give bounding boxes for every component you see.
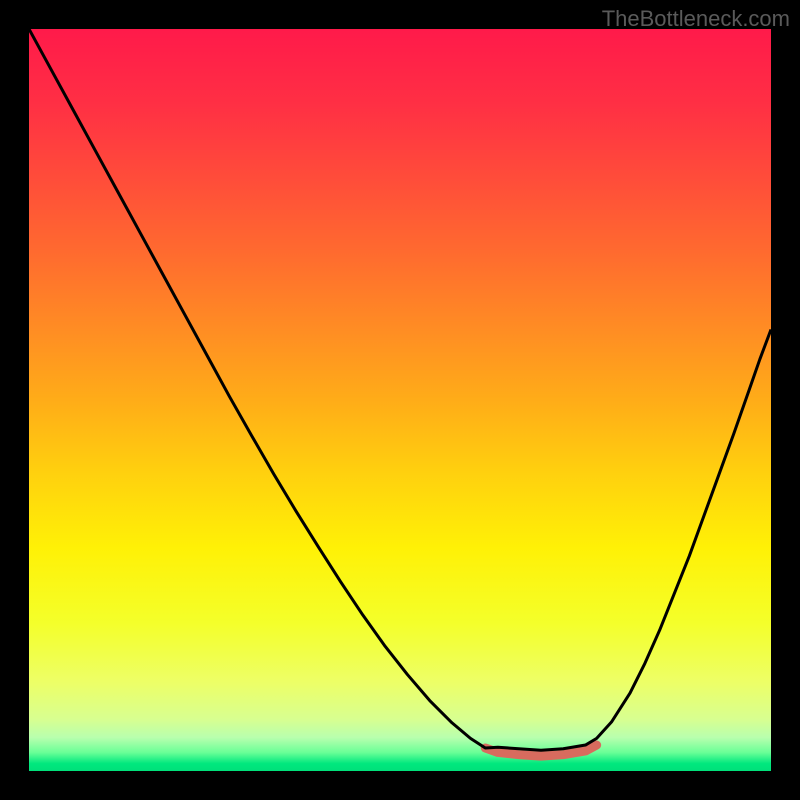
chart-bottleneck-curve [29, 29, 771, 750]
chart-plot-area [29, 29, 771, 771]
attribution-text: TheBottleneck.com [602, 6, 790, 32]
chart-curve-layer [29, 29, 771, 771]
